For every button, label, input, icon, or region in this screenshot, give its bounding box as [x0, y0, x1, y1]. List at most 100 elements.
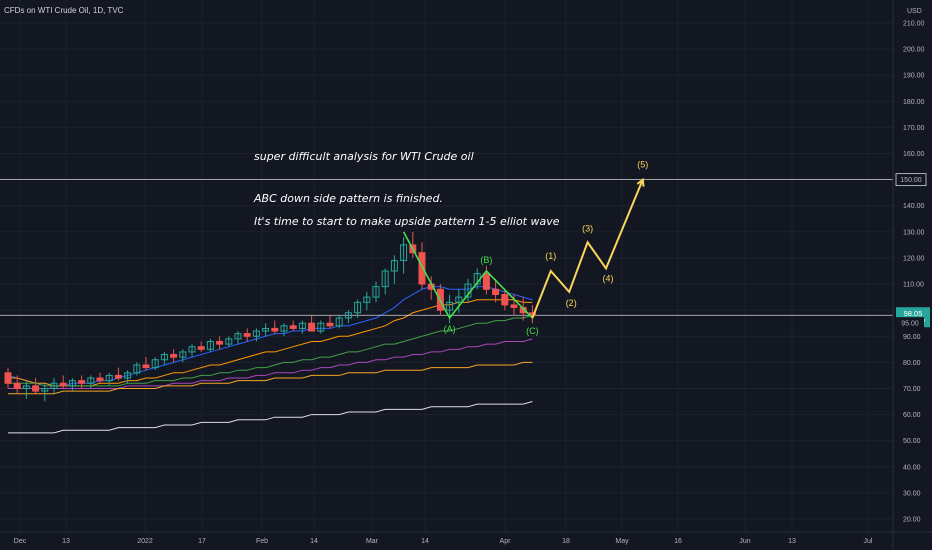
time-tick-label: Jul	[864, 538, 873, 545]
wave-pattern: (A) (B) (C) (1) (2) (3) (4) (5)	[402, 160, 648, 336]
currency-label: USD	[907, 8, 922, 15]
candle-body	[114, 374, 122, 379]
candle-body	[105, 374, 113, 382]
time-tick-label: 17	[198, 538, 206, 545]
candle-body	[87, 377, 95, 384]
time-tick-label: Mar	[366, 538, 379, 545]
price-tick-label: 50.00	[903, 438, 921, 445]
price-tick-label: 90.00	[903, 334, 921, 341]
candle-body	[22, 385, 30, 389]
candle-body	[50, 382, 58, 389]
candle-body	[151, 359, 159, 369]
candle-body	[418, 252, 426, 285]
time-tick-label: 16	[674, 538, 682, 545]
candle-body	[455, 296, 463, 303]
candle-body	[510, 304, 518, 309]
candle-body	[308, 322, 316, 332]
wave-label: (4)	[603, 273, 614, 283]
moving-average-line	[8, 314, 533, 387]
price-tick-label: 30.00	[903, 490, 921, 497]
candle-body	[271, 327, 279, 332]
price-tick-label: 60.00	[903, 412, 921, 419]
time-tick-label: 13	[62, 538, 70, 545]
chart-title: CFDs on WTI Crude Oil, 1D, TVC	[4, 6, 124, 15]
candle-body	[326, 322, 334, 327]
candle-body	[160, 354, 168, 361]
candle-body	[381, 270, 389, 288]
grid-lines	[0, 0, 893, 532]
wave-label: (2)	[566, 298, 577, 308]
candle-body	[243, 333, 251, 337]
candle-body	[482, 273, 490, 290]
candle-body	[354, 301, 362, 314]
reference-price-tag: 95.00	[901, 321, 919, 328]
candle-body	[41, 387, 49, 392]
price-tick-label: 70.00	[903, 386, 921, 393]
annotation-line-1: ABC down side pattern is finished.	[253, 192, 443, 205]
wave-label: (5)	[637, 160, 648, 170]
time-tick-label: 2022	[137, 538, 153, 545]
candle-body	[289, 325, 297, 329]
horizontal-levels	[0, 179, 893, 316]
time-tick-label: May	[615, 538, 629, 545]
candle-body	[492, 288, 500, 295]
time-tick-label: 14	[310, 538, 318, 545]
current-price-tag: 98.05	[904, 309, 923, 318]
annotation-line-2: It's time to start to make upside patter…	[254, 215, 560, 228]
candle-body	[170, 354, 178, 358]
candle-body	[197, 346, 205, 350]
candle-body	[400, 244, 408, 262]
price-tick-label: 120.00	[903, 255, 925, 262]
time-tick-label: Apr	[500, 538, 512, 545]
wave-projection-line	[531, 179, 644, 319]
candle-body	[133, 364, 141, 374]
moving-average-line	[8, 361, 533, 395]
level-price-tag: 150.00	[900, 177, 922, 184]
reference-price-tag-box	[896, 317, 924, 330]
annotation-title: super difficult analysis for WTI Crude o…	[254, 150, 474, 163]
price-tick-label: 20.00	[903, 517, 921, 524]
candle-body	[124, 372, 132, 379]
moving-average-line	[8, 338, 533, 389]
candle-body	[252, 330, 260, 337]
time-tick-label: 18	[562, 538, 570, 545]
price-tick-label: 190.00	[903, 73, 925, 80]
moving-average-lines	[7, 286, 533, 434]
moving-average-line	[8, 299, 533, 387]
time-axis[interactable]: Dec 13 2022 17 Feb 14 Mar 14 Apr 18 May 16 Jun 13 Jul	[14, 538, 873, 545]
candle-body	[32, 385, 40, 392]
candle-body	[372, 286, 380, 298]
candle-body	[59, 382, 67, 387]
candle-body	[188, 346, 196, 353]
candle-body	[335, 317, 343, 327]
candle-body	[225, 338, 233, 345]
candle-body	[344, 312, 352, 319]
candle-body	[206, 340, 214, 350]
time-tick-label: 14	[421, 538, 429, 545]
wave-label: (3)	[582, 223, 593, 233]
candle-body	[179, 351, 187, 358]
candle-body	[262, 327, 270, 332]
level-price-tag-box	[895, 173, 927, 187]
abc-pattern-label: (C)	[526, 326, 539, 336]
candle-body	[78, 380, 86, 384]
candle-body	[446, 301, 454, 311]
abc-pattern-label: (B)	[480, 255, 492, 265]
price-tick-label: 200.00	[903, 47, 925, 54]
candle-body	[390, 260, 398, 272]
moving-average-line	[8, 401, 533, 434]
price-tick-label: 180.00	[903, 99, 925, 106]
candle-body	[317, 322, 325, 332]
abc-pattern-line	[402, 231, 533, 320]
wave-label: (1)	[545, 251, 556, 261]
candle-body	[501, 293, 509, 306]
moving-average-line	[7, 286, 533, 387]
price-tick-label: 130.00	[903, 229, 925, 236]
price-tick-label: 140.00	[903, 203, 925, 210]
candle-body	[298, 322, 306, 329]
candle-body	[363, 296, 371, 303]
candle-body	[13, 382, 21, 389]
